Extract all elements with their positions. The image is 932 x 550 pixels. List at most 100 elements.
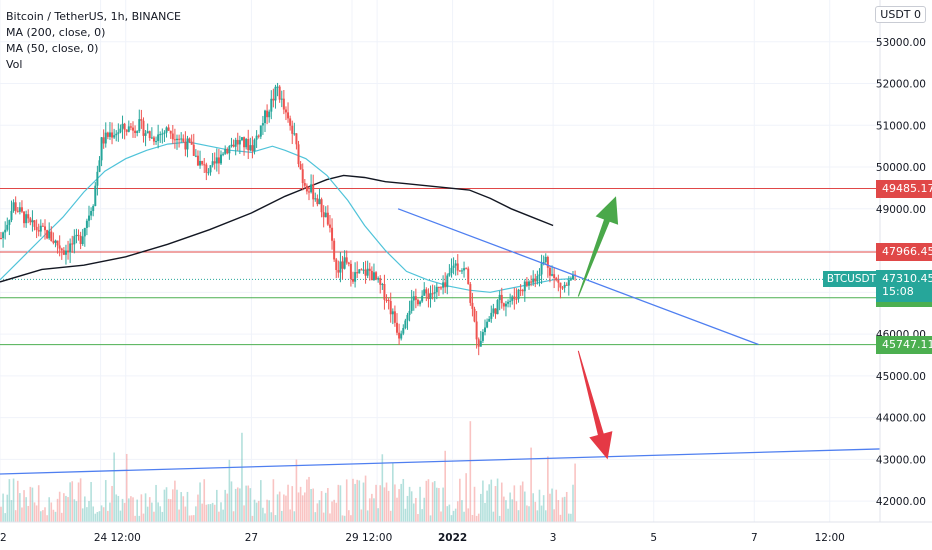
candle-body (567, 279, 570, 286)
volume-bar (142, 513, 145, 522)
volume-bar (377, 508, 379, 522)
candle-body (226, 149, 229, 154)
volume-bar (484, 502, 486, 522)
trend-lines (0, 208, 881, 475)
candle-body (452, 265, 455, 268)
arrows (577, 196, 619, 460)
volume-bar (228, 459, 231, 522)
volume-bar (278, 491, 281, 522)
candle-body (460, 270, 463, 272)
candle-body (6, 224, 9, 230)
volume-bar (408, 486, 411, 522)
volume-bar (528, 506, 530, 522)
candle-body (356, 272, 359, 274)
candle-body (159, 134, 162, 136)
volume-bar (188, 515, 191, 522)
candle-body (215, 157, 218, 164)
candle-body (364, 269, 367, 276)
candle-body (184, 141, 187, 150)
candle-body (421, 295, 424, 302)
candle-body (117, 132, 120, 134)
volume-bar (29, 486, 32, 522)
candle-body (291, 125, 294, 134)
volume-bar (452, 510, 455, 522)
volume-bar (86, 507, 88, 522)
volume-bar (486, 490, 488, 522)
candle-body (85, 220, 88, 228)
candle-body (152, 137, 155, 142)
volume-bar (310, 489, 312, 522)
volume-bar (280, 510, 283, 522)
volume-bar (524, 491, 526, 522)
candle-body (375, 272, 378, 280)
volume-bar (427, 479, 430, 522)
volume-bar (218, 511, 220, 522)
candle-body (379, 278, 382, 285)
candle-body (268, 111, 271, 118)
candle-body (391, 311, 394, 315)
legend-ma50[interactable]: MA (50, close, 0) (6, 42, 99, 55)
candle-body (318, 199, 321, 205)
volume-bar (161, 511, 164, 522)
candle-body (310, 184, 313, 193)
volume-bar (477, 513, 480, 522)
volume-bar (503, 496, 505, 522)
candle-body (188, 138, 191, 142)
candle-body (23, 211, 26, 224)
volume-bar (415, 497, 417, 522)
volume-bar (442, 487, 444, 522)
candle-body (199, 160, 202, 166)
volume-bar (322, 512, 325, 522)
legend-title[interactable]: Bitcoin / TetherUS, 1h, BINANCE (6, 10, 182, 23)
candle-body (56, 240, 59, 246)
volume-bar (46, 515, 48, 522)
candle-body (383, 284, 386, 300)
volume-bar (509, 492, 511, 522)
candle-body (381, 284, 384, 286)
volume-bar (60, 512, 63, 522)
volume-bar (92, 506, 94, 522)
candle-body (81, 236, 84, 245)
candle-body (433, 292, 436, 294)
volume-bar (102, 507, 105, 522)
volume-bar (492, 511, 495, 522)
legend-ma200[interactable]: MA (200, close, 0) (6, 26, 106, 39)
candle-body (220, 154, 222, 164)
candle-body (261, 123, 264, 126)
symbol-tag[interactable]: BTCUSDT (822, 271, 880, 288)
candle-body (406, 314, 409, 321)
volume-bar (557, 500, 560, 522)
volume-bar (354, 483, 356, 522)
candle-body (299, 164, 302, 170)
volume-bar (392, 462, 394, 522)
volume-bar (530, 447, 532, 522)
volume-bar (544, 510, 547, 522)
candle-body (410, 300, 413, 311)
candle-body (276, 86, 279, 88)
candle-body (345, 257, 348, 263)
volume-bar (226, 493, 229, 522)
volume-bar (379, 485, 382, 522)
volume-bar (79, 478, 82, 522)
candle-body (104, 132, 107, 144)
volume-bar (526, 505, 528, 522)
candle-body (48, 231, 51, 239)
currency-button[interactable]: USDT 0 (875, 6, 926, 23)
volume-bar (331, 501, 333, 522)
candle-body (16, 210, 19, 212)
x-tick-label: 2022 (438, 532, 467, 544)
candle-body (295, 133, 298, 145)
candle-body (94, 185, 97, 206)
x-tick-label: 12:00 (815, 532, 845, 544)
candle-body (557, 279, 560, 283)
candle-body (352, 279, 354, 282)
candle-body (494, 308, 497, 315)
candle-body (259, 125, 262, 137)
volume-bar (159, 506, 162, 522)
candle-body (456, 263, 459, 271)
volume-bar (417, 514, 419, 522)
volume-bar (343, 515, 346, 522)
legend-vol[interactable]: Vol (6, 58, 23, 71)
volume-bar (356, 479, 358, 522)
